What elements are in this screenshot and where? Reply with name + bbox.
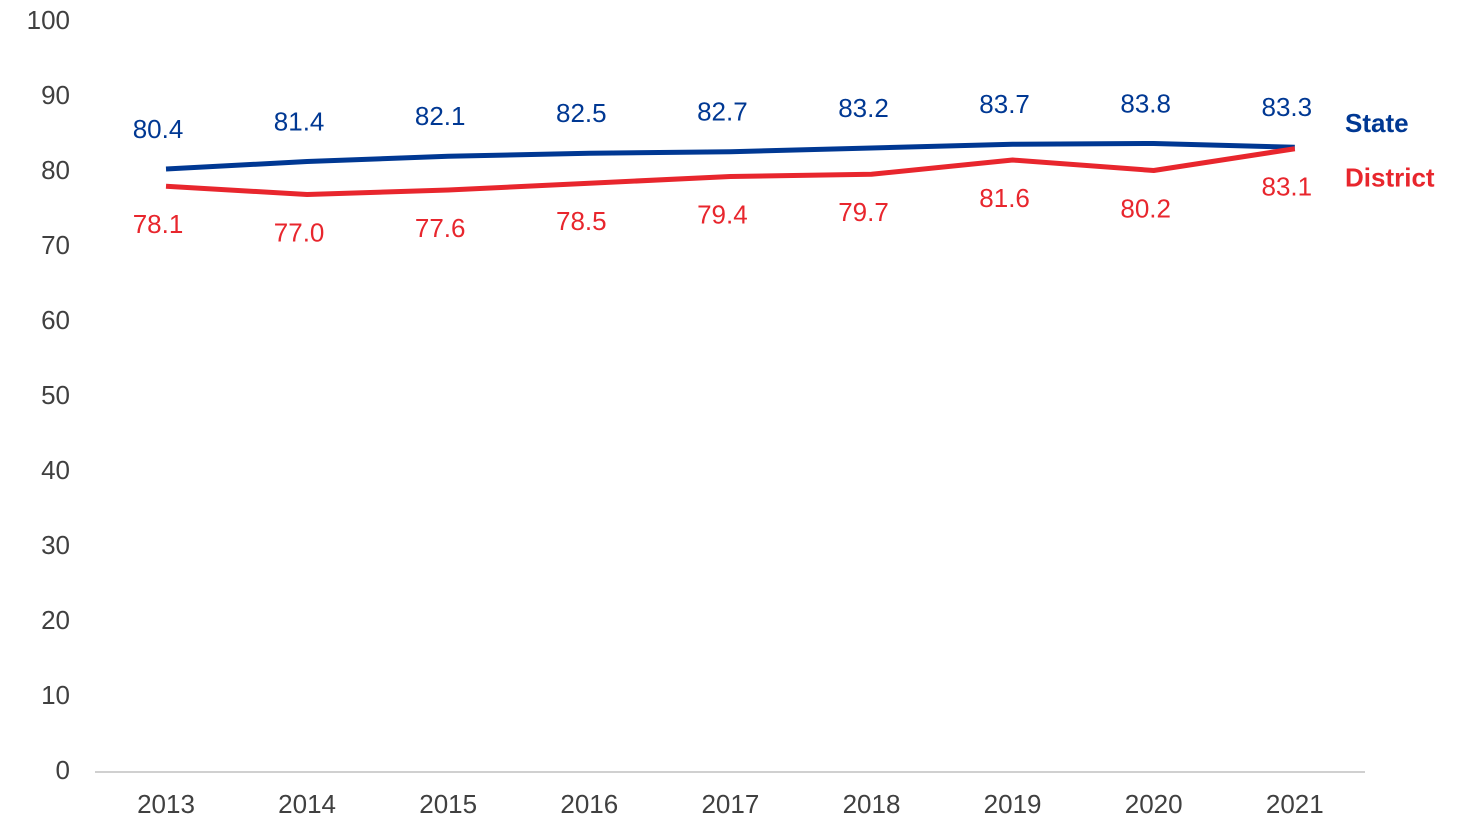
series-line [165, 146, 1296, 197]
x-tick-label: 2015 [419, 789, 477, 819]
y-tick-label: 70 [41, 230, 70, 260]
data-label: 79.7 [838, 197, 889, 227]
data-label: 80.4 [133, 114, 184, 144]
data-label: 83.7 [979, 89, 1030, 119]
data-label: 82.1 [415, 101, 466, 131]
data-label: 83.3 [1261, 92, 1312, 122]
x-tick-label: 2014 [278, 789, 336, 819]
data-label: 83.1 [1261, 172, 1312, 202]
y-tick-label: 0 [56, 755, 70, 785]
legend-label: State [1345, 108, 1409, 138]
x-tick-label: 2016 [560, 789, 618, 819]
y-tick-label: 50 [41, 380, 70, 410]
y-tick-label: 20 [41, 605, 70, 635]
data-label: 83.8 [1120, 88, 1171, 118]
data-label: 81.6 [979, 183, 1030, 213]
y-tick-label: 40 [41, 455, 70, 485]
data-label: 77.6 [415, 213, 466, 243]
data-label: 79.4 [697, 199, 748, 229]
y-tick-label: 100 [27, 5, 70, 35]
data-label: 77.0 [274, 217, 325, 247]
series-line [165, 141, 1295, 172]
x-tick-label: 2018 [843, 789, 901, 819]
data-label: 78.1 [133, 209, 184, 239]
y-tick-label: 10 [41, 680, 70, 710]
y-tick-label: 30 [41, 530, 70, 560]
data-label: 83.2 [838, 93, 889, 123]
x-tick-label: 2021 [1266, 789, 1324, 819]
y-tick-label: 60 [41, 305, 70, 335]
y-tick-label: 80 [41, 155, 70, 185]
data-label: 82.5 [556, 98, 607, 128]
data-label: 80.2 [1120, 193, 1171, 223]
data-label: 82.7 [697, 97, 748, 127]
data-label: 78.5 [556, 206, 607, 236]
data-label: 81.4 [274, 106, 325, 136]
x-tick-label: 2020 [1125, 789, 1183, 819]
legend-label: District [1345, 163, 1435, 193]
y-tick-label: 90 [41, 80, 70, 110]
x-tick-label: 2013 [137, 789, 195, 819]
x-tick-label: 2017 [701, 789, 759, 819]
x-tick-label: 2019 [984, 789, 1042, 819]
